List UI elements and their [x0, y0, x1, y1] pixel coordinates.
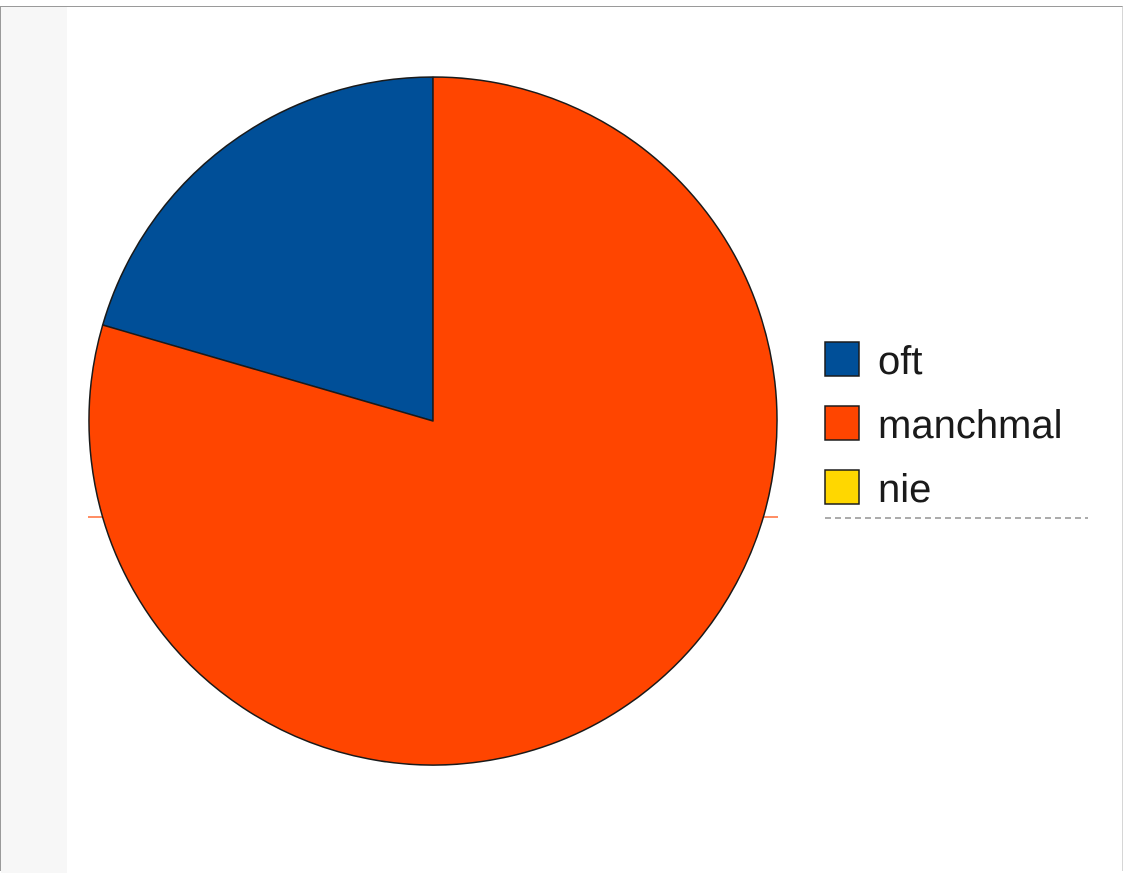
legend-swatch-manchmal	[824, 405, 860, 441]
legend-label-manchmal: manchmal	[878, 403, 1063, 447]
legend: oft manchmal nie	[824, 339, 1063, 511]
pie-slice-oft	[101, 76, 434, 422]
legend-label-oft: oft	[878, 339, 922, 383]
pie-slices	[88, 76, 778, 766]
side-strip	[1, 7, 67, 873]
pie-slice-manchmal	[88, 76, 778, 766]
legend-swatch-oft	[824, 341, 860, 377]
legend-swatch-nie	[824, 469, 860, 505]
legend-label-nie: nie	[878, 467, 931, 511]
